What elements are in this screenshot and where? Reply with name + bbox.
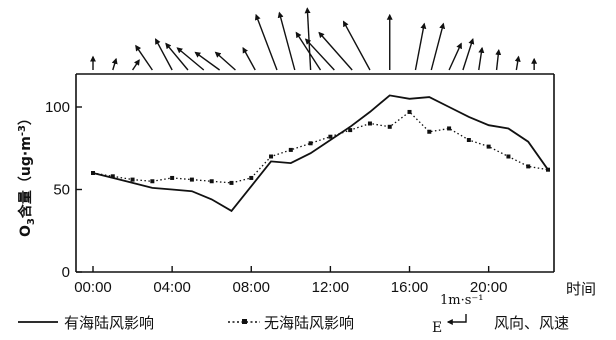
y-label-close: ） bbox=[18, 111, 34, 125]
wind-arrow bbox=[111, 57, 118, 71]
wind-arrow bbox=[242, 46, 256, 71]
y-label-rest: 含量（ug·m bbox=[17, 136, 34, 218]
series-point-without-sea-breeze bbox=[189, 177, 194, 182]
wind-arrow bbox=[165, 42, 189, 71]
series-point-without-sea-breeze bbox=[367, 121, 372, 126]
series-point-without-sea-breeze bbox=[427, 129, 432, 134]
series-point-without-sea-breeze bbox=[209, 179, 214, 184]
wind-arrow bbox=[277, 11, 296, 71]
wind-arrow bbox=[304, 38, 335, 71]
wind-arrow bbox=[131, 59, 140, 71]
wind-arrow bbox=[430, 22, 446, 71]
wind-arrow bbox=[478, 46, 485, 71]
series-point-without-sea-breeze bbox=[526, 164, 531, 169]
y-tick-label: 50 bbox=[53, 182, 70, 199]
legend-label-with-sea-breeze: 有海陆风影响 bbox=[64, 314, 154, 332]
wind-scale-label: 1m·s⁻¹ bbox=[440, 293, 483, 308]
x-tick-label: 00:00 bbox=[74, 279, 112, 296]
x-tick-label: 08:00 bbox=[232, 279, 270, 296]
x-tick-label: 04:00 bbox=[153, 279, 191, 296]
series-point-without-sea-breeze bbox=[249, 175, 254, 180]
series-line-without-sea-breeze bbox=[92, 111, 549, 184]
x-tick-label: 12:00 bbox=[312, 279, 350, 296]
x-axis-label: 时间 bbox=[566, 280, 596, 298]
x-tick-label: 20:00 bbox=[470, 279, 508, 296]
series-point-without-sea-breeze bbox=[447, 126, 452, 131]
wind-arrow bbox=[414, 22, 427, 71]
series-point-without-sea-breeze bbox=[466, 138, 471, 142]
series-point-without-sea-breeze bbox=[91, 171, 95, 175]
wind-arrow bbox=[176, 47, 205, 71]
wind-arrow bbox=[342, 20, 371, 71]
series-point-without-sea-breeze bbox=[348, 128, 353, 133]
series-point-without-sea-breeze bbox=[150, 179, 155, 184]
series-point-without-sea-breeze bbox=[387, 124, 392, 129]
wind-arrow bbox=[155, 38, 173, 71]
wind-arrow bbox=[295, 31, 322, 71]
legend-dotted-marker bbox=[242, 319, 247, 324]
wind-legend-label: 风向、风速 bbox=[494, 314, 569, 332]
wind-arrow bbox=[214, 51, 236, 71]
series-point-without-sea-breeze bbox=[130, 177, 135, 182]
y-tick-label: 100 bbox=[45, 99, 70, 116]
wind-scale-arrow bbox=[446, 314, 467, 325]
x-ticks: 00:00 04:00 08:00 12:00 16:00 20:00 bbox=[74, 266, 507, 296]
series-point-without-sea-breeze bbox=[506, 154, 511, 159]
wind-arrow bbox=[135, 44, 153, 71]
series-point-without-sea-breeze bbox=[308, 141, 313, 146]
series-point-without-sea-breeze bbox=[110, 174, 115, 179]
y-axis-label: O3含量（ug·m-3） bbox=[17, 111, 37, 237]
y-ticks: 0 50 100 bbox=[45, 99, 82, 281]
wind-arrow bbox=[495, 49, 502, 71]
wind-arrow bbox=[194, 51, 221, 71]
series-point-without-sea-breeze bbox=[486, 144, 491, 149]
series-layer bbox=[91, 94, 550, 213]
series-line-with-sea-breeze bbox=[92, 94, 549, 213]
wind-arrow bbox=[462, 38, 475, 71]
series-point-without-sea-breeze bbox=[328, 134, 333, 139]
legend-label-without-sea-breeze: 无海陆风影响 bbox=[264, 314, 354, 332]
wind-vectors bbox=[90, 7, 538, 71]
series-point-without-sea-breeze bbox=[229, 180, 234, 185]
wind-arrow bbox=[448, 42, 462, 71]
series-point-without-sea-breeze bbox=[407, 109, 412, 114]
y-tick-label: 0 bbox=[62, 264, 70, 281]
series-point-without-sea-breeze bbox=[288, 147, 293, 152]
wind-arrow bbox=[514, 55, 521, 71]
series-point-without-sea-breeze bbox=[170, 175, 175, 180]
plot-frame bbox=[75, 73, 555, 273]
y-label-o: O bbox=[18, 225, 34, 237]
wind-arrow bbox=[318, 31, 353, 71]
y-label-sub: 3 bbox=[26, 218, 37, 225]
legend: 有海陆风影响 无海陆风影响 1m·s⁻¹ E 风向、风速 bbox=[18, 293, 569, 336]
wind-arrow bbox=[254, 13, 278, 71]
series-point-without-sea-breeze bbox=[546, 167, 550, 172]
series-point-without-sea-breeze bbox=[269, 154, 274, 159]
wind-arrow bbox=[304, 7, 312, 71]
x-tick-label: 16:00 bbox=[391, 279, 429, 296]
wind-direction-label: E bbox=[432, 320, 442, 336]
y-label-sup: -3 bbox=[17, 125, 28, 136]
